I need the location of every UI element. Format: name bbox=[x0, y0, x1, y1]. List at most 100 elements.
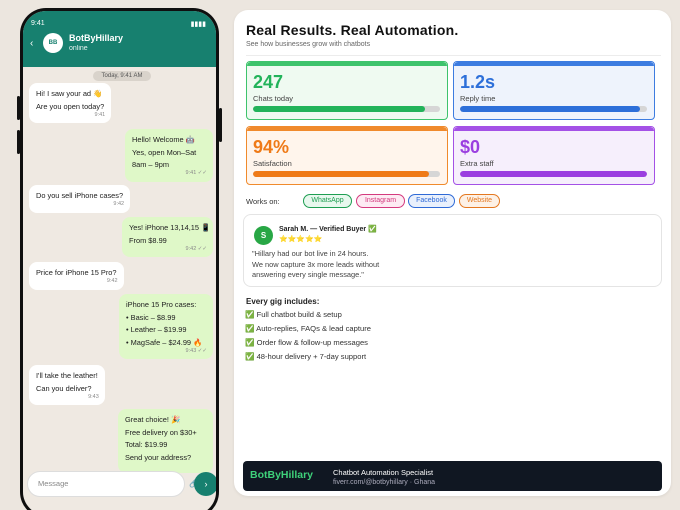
page-title: Real Results. Real Automation. bbox=[246, 22, 459, 38]
phone-mockup: 9:41 ▮▮▮▮ ‹ BB BotByHillary online Today… bbox=[20, 8, 219, 510]
testimonial-line: "Hillary had our bot live in 24 hours. bbox=[252, 249, 369, 258]
platform-badge-whatsapp[interactable]: WhatsApp bbox=[303, 194, 352, 208]
platform-badge-website[interactable]: Website bbox=[459, 194, 500, 208]
stat-accent-bar bbox=[247, 127, 447, 131]
back-arrow-icon[interactable]: ‹ bbox=[30, 38, 34, 49]
chat-header: 9:41 ▮▮▮▮ ‹ BB BotByHillary online bbox=[23, 11, 216, 67]
phone-side-button bbox=[17, 96, 20, 120]
message-time: 9:42 bbox=[113, 201, 125, 207]
message-line: I'll take the leather! bbox=[36, 371, 98, 380]
message-line: Free delivery on $30+ bbox=[125, 427, 197, 437]
stat-value: 247 bbox=[253, 72, 284, 92]
message-line: Yes! iPhone 13,14,15 📱 bbox=[129, 223, 211, 232]
message-bubble-outgoing: iPhone 15 Pro cases: • Basic – $8.99 • L… bbox=[119, 294, 213, 359]
stat-label: Satisfaction bbox=[253, 159, 292, 168]
message-bubble-incoming: Price for iPhone 15 Pro? 9:42 bbox=[29, 262, 124, 290]
status-time: 9:41 bbox=[31, 20, 45, 27]
profile-link[interactable]: fiverr.com/@botbyhillary · Ghana bbox=[333, 479, 436, 486]
phone-power-button bbox=[219, 108, 222, 142]
attach-icon[interactable]: 🔗 bbox=[189, 479, 199, 488]
divider bbox=[246, 55, 661, 56]
message-line: Price for iPhone 15 Pro? bbox=[36, 268, 117, 277]
stat-progress-fill bbox=[253, 106, 426, 112]
stat-label: Extra staff bbox=[460, 159, 494, 168]
message-line: 8am – 9pm bbox=[132, 160, 169, 169]
message-time: 9:43 ✓✓ bbox=[185, 347, 207, 354]
gig-feature-item: ✅ Auto-replies, FAQs & lead capture bbox=[245, 324, 371, 333]
stat-accent-bar bbox=[454, 62, 654, 66]
stat-progress-track bbox=[253, 171, 440, 177]
message-time: 9:41 bbox=[94, 111, 106, 118]
testimonial-card: S Sarah M. — Verified Buyer ✅ ⭐⭐⭐⭐⭐ "Hil… bbox=[243, 214, 662, 287]
results-panel: Real Results. Real Automation. See how b… bbox=[234, 10, 671, 496]
stat-accent-bar bbox=[454, 127, 654, 131]
testimonial-text: "Hillary had our bot live in 24 hours. W… bbox=[252, 249, 379, 281]
gig-feature-item: ✅ Order flow & follow-up messages bbox=[245, 338, 368, 347]
stat-value: $0 bbox=[460, 137, 481, 157]
stat-label: Chats today bbox=[253, 94, 294, 103]
message-line: Are you open today? bbox=[36, 101, 105, 111]
message-line: Great choice! 🎉 bbox=[125, 415, 181, 424]
message-line: Total: $19.99 bbox=[125, 440, 168, 449]
works-on-label: Works on: bbox=[246, 197, 280, 206]
contact-avatar[interactable]: BB bbox=[43, 33, 63, 53]
message-time: 9:42 ✓✓ bbox=[185, 245, 207, 252]
rating-stars-icon: ⭐⭐⭐⭐⭐ bbox=[279, 236, 323, 243]
stat-progress-fill bbox=[460, 171, 647, 177]
stat-progress-fill bbox=[253, 171, 429, 177]
testimonial-line: We now capture 3x more leads without bbox=[252, 259, 380, 269]
stat-value: 94% bbox=[253, 137, 290, 157]
message-line: Yes, open Mon–Sat bbox=[132, 147, 197, 157]
page-subtitle: See how businesses grow with chatbots bbox=[246, 41, 371, 48]
message-bubble-incoming: I'll take the leather! Can you deliver? … bbox=[29, 365, 105, 405]
contact-status: online bbox=[69, 45, 88, 52]
stat-progress-fill bbox=[460, 106, 640, 112]
stat-progress-track bbox=[253, 106, 440, 112]
message-input[interactable]: Message bbox=[27, 471, 185, 497]
message-line: Can you deliver? bbox=[36, 383, 92, 393]
stat-card-extra-staff: $0 Extra staff bbox=[453, 126, 655, 185]
message-line: Hi! I saw your ad 👋 bbox=[36, 89, 103, 98]
send-button[interactable]: › bbox=[194, 472, 216, 496]
gig-feature-item: ✅ Full chatbot build & setup bbox=[245, 310, 342, 319]
battery-icon: ▮▮▮▮ bbox=[190, 21, 206, 28]
message-bubble-outgoing: Great choice! 🎉 Free delivery on $30+ To… bbox=[118, 409, 213, 473]
message-bubble-incoming: Do you sell iPhone cases? 9:42 bbox=[29, 185, 131, 213]
stat-progress-track bbox=[460, 106, 647, 112]
message-line: • Basic – $8.99 bbox=[126, 312, 176, 322]
stat-value: 1.2s bbox=[460, 72, 496, 92]
stat-card-satisfaction: 94% Satisfaction bbox=[246, 126, 448, 185]
message-bubble-incoming: Hi! I saw your ad 👋 Are you open today? … bbox=[29, 83, 112, 123]
message-time: 9:42 bbox=[106, 278, 118, 284]
gig-feature-item: ✅ 48-hour delivery + 7-day support bbox=[245, 352, 367, 361]
contact-name[interactable]: BotByHillary bbox=[69, 33, 124, 43]
message-bubble-outgoing: Yes! iPhone 13,14,15 📱 From $8.99 9:42 ✓… bbox=[122, 217, 213, 257]
platform-badge-facebook[interactable]: Facebook bbox=[408, 194, 455, 208]
message-time: 9:41 ✓✓ bbox=[185, 170, 207, 176]
message-line: Send your address? bbox=[125, 452, 192, 462]
status-bar: 9:41 ▮▮▮▮ bbox=[31, 20, 206, 28]
footer-banner: BotByHillary Chatbot Automation Speciali… bbox=[243, 461, 662, 491]
message-line: Do you sell iPhone cases? bbox=[36, 191, 124, 200]
message-bubble-outgoing: Hello! Welcome 🤖 Yes, open Mon–Sat 8am –… bbox=[125, 129, 213, 182]
reviewer-name: Sarah M. — Verified Buyer ✅ bbox=[279, 226, 377, 233]
stat-progress-track bbox=[460, 171, 647, 177]
stat-card-chats: 247 Chats today bbox=[246, 61, 448, 120]
stat-card-reply-time: 1.2s Reply time bbox=[453, 61, 655, 120]
stat-label: Reply time bbox=[460, 94, 496, 103]
footer-title: Chatbot Automation Specialist bbox=[333, 468, 434, 477]
stat-accent-bar bbox=[247, 62, 447, 66]
message-line: iPhone 15 Pro cases: bbox=[126, 300, 197, 309]
message-line: From $8.99 bbox=[129, 235, 167, 245]
testimonial-line: answering every single message." bbox=[252, 270, 364, 279]
gig-includes-heading: Every gig includes: bbox=[246, 297, 320, 306]
phone-side-button bbox=[17, 130, 20, 154]
message-line: • Leather – $19.99 bbox=[126, 325, 187, 334]
brand-logo-text: BotByHillary bbox=[250, 469, 314, 481]
message-line: • MagSafe – $24.99 🔥 bbox=[126, 337, 203, 347]
chat-screen: 9:41 ▮▮▮▮ ‹ BB BotByHillary online Today… bbox=[23, 11, 216, 510]
platform-badge-instagram[interactable]: Instagram bbox=[356, 194, 405, 208]
message-time: 9:43 bbox=[88, 393, 99, 400]
reviewer-avatar: S bbox=[254, 226, 273, 245]
date-separator: Today, 9:41 AM bbox=[93, 71, 151, 81]
